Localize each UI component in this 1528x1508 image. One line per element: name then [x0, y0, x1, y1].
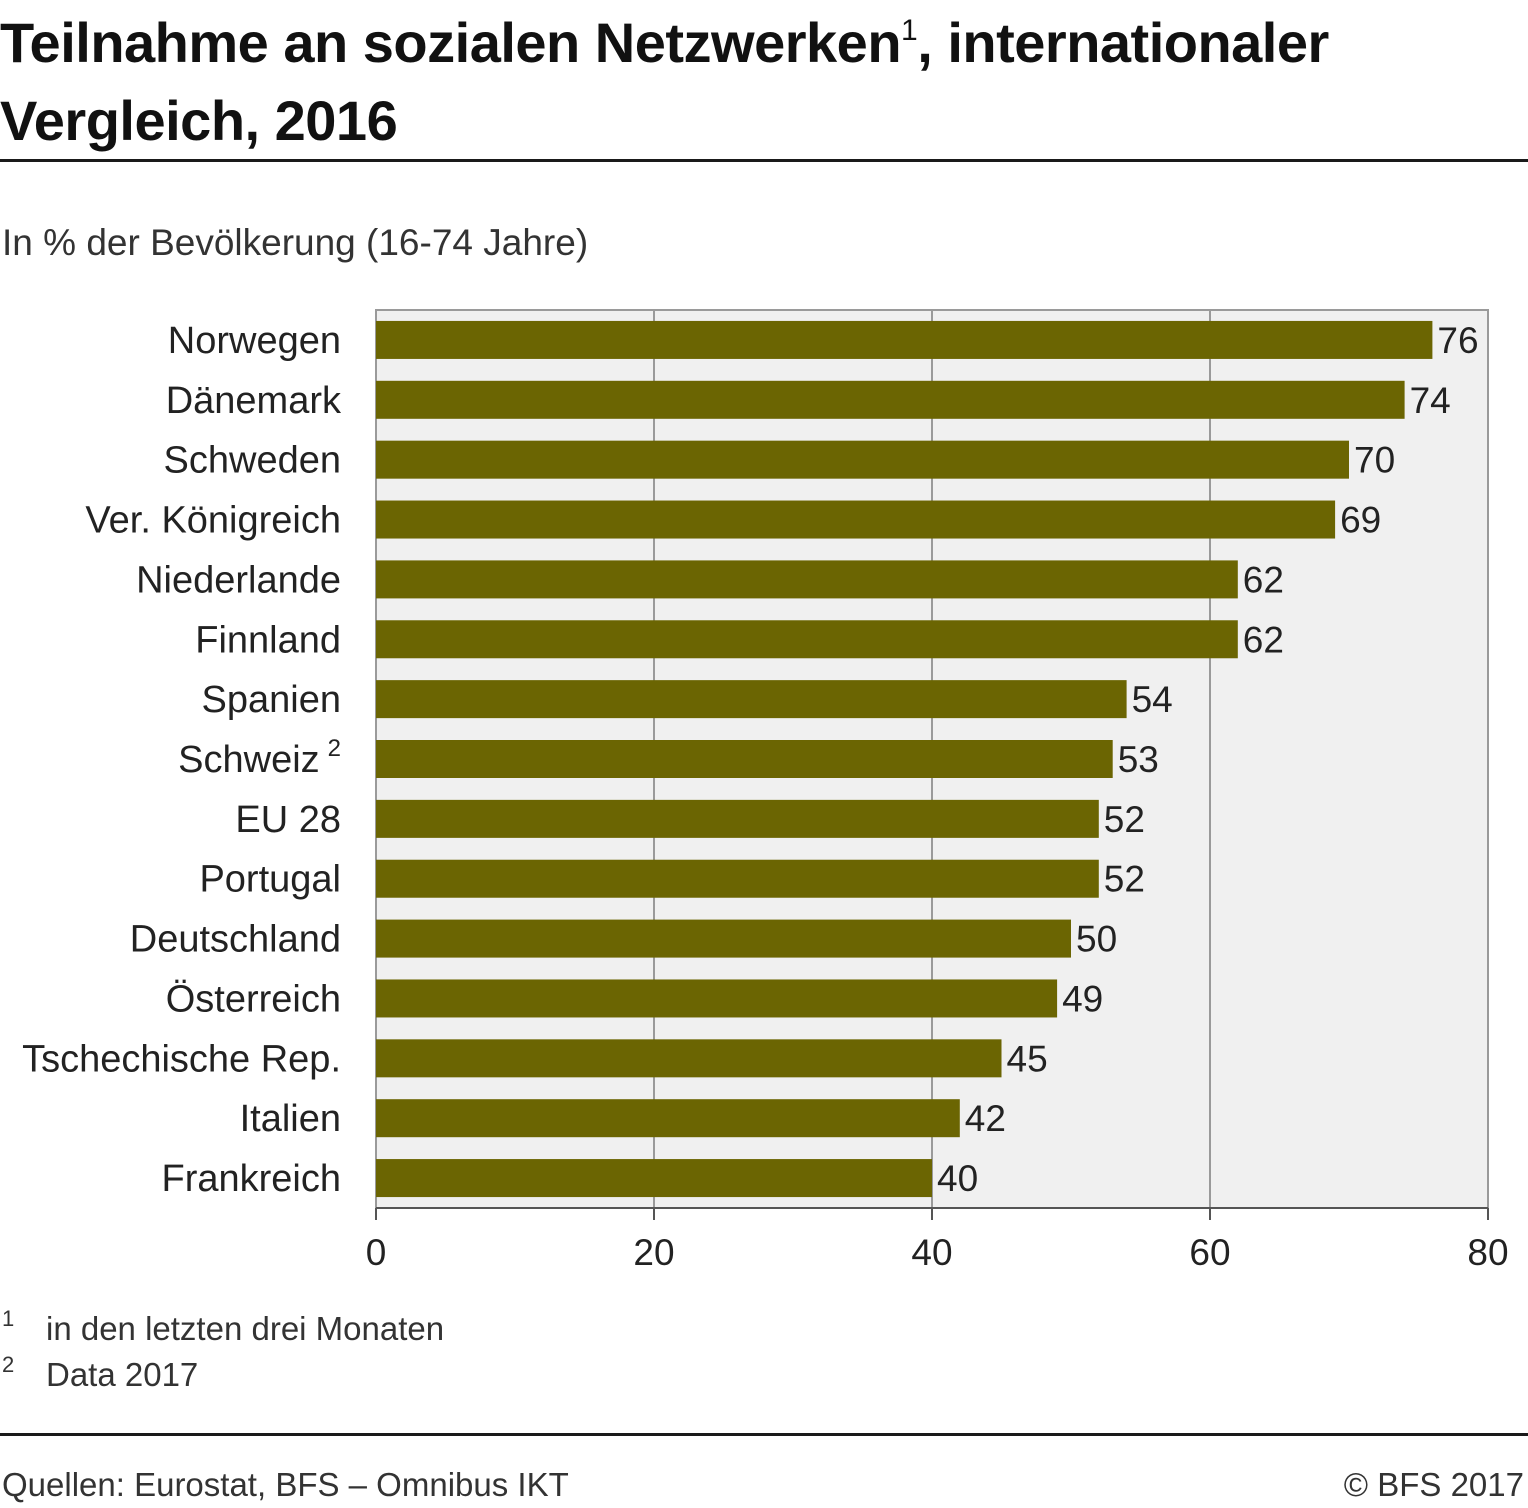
bar	[376, 560, 1238, 599]
footnote-1-text: in den letzten drei Monaten	[46, 1310, 445, 1347]
x-tick-label: 0	[366, 1232, 387, 1273]
bar-chart: 0 20 40 60 80 76 Norwegen 74 Dänemark 70 Schweden 6…	[22, 309, 1509, 1273]
bar-value-label: 52	[1104, 859, 1145, 900]
footnote-2-mark: 2	[2, 1352, 15, 1377]
bar	[376, 1039, 1002, 1078]
bar	[376, 380, 1405, 419]
chart-title: Teilnahme an sozialen Netzwerken1, inter…	[0, 4, 1520, 160]
category-label: Italien	[240, 1098, 341, 1140]
category-label: Schweden	[164, 440, 341, 482]
bar	[376, 440, 1349, 479]
title-line2: Vergleich, 2016	[0, 89, 398, 152]
bar-value-label: 76	[1437, 320, 1478, 361]
bar	[376, 859, 1099, 898]
bar	[376, 1159, 932, 1198]
chart-subtitle: In % der Bevölkerung (16-74 Jahre)	[2, 222, 589, 263]
bar-value-label: 45	[1007, 1038, 1048, 1079]
copyright: © BFS 2017	[1343, 1466, 1524, 1503]
bar	[376, 620, 1238, 659]
bar-value-label: 74	[1410, 380, 1451, 421]
footnote-2: 2 Data 2017	[2, 1352, 198, 1394]
title-rest: , internationaler	[917, 11, 1329, 74]
bar-value-label: 52	[1104, 799, 1145, 840]
category-label: Spanien	[202, 679, 341, 721]
source-note: Quellen: Eurostat, BFS – Omnibus IKT	[2, 1466, 569, 1503]
footnote-1-mark: 1	[2, 1306, 15, 1331]
bar	[376, 799, 1099, 838]
category-label: EU 28	[235, 799, 341, 841]
category-label: Ver. Königreich	[85, 500, 341, 542]
title-footnote-mark: 1	[901, 14, 918, 47]
category-label: Österreich	[166, 978, 341, 1020]
bar	[376, 320, 1433, 359]
category-label: Frankreich	[162, 1158, 342, 1200]
footnote-1: 1 in den letzten drei Monaten	[2, 1306, 444, 1348]
x-tick-label: 80	[1467, 1232, 1508, 1273]
bar-value-label: 49	[1062, 978, 1103, 1019]
bar	[376, 680, 1127, 719]
bar	[376, 979, 1058, 1018]
bar	[376, 500, 1336, 539]
bar-value-label: 69	[1340, 500, 1381, 541]
bar	[376, 1099, 960, 1138]
bar-value-label: 42	[965, 1098, 1006, 1139]
bar	[376, 919, 1071, 958]
category-label: Finnland	[195, 619, 341, 661]
bar-value-label: 62	[1243, 619, 1284, 660]
category-label: Tschechische Rep.	[22, 1038, 341, 1080]
x-tick-label: 60	[1189, 1232, 1230, 1273]
bar-value-label: 70	[1354, 440, 1395, 481]
bar-value-label: 54	[1132, 679, 1173, 720]
title-divider	[0, 159, 1528, 162]
footnote-2-text: Data 2017	[46, 1356, 199, 1393]
category-label: Dänemark	[166, 380, 342, 422]
title-main: Teilnahme an sozialen Netzwerken	[0, 11, 902, 74]
x-tick-label: 20	[633, 1232, 674, 1273]
category-label: Portugal	[199, 859, 341, 901]
category-label: Deutschland	[130, 919, 341, 961]
bar-value-label: 40	[937, 1158, 978, 1199]
footer-divider	[0, 1433, 1528, 1436]
bar-value-label: 62	[1243, 559, 1284, 600]
x-tick-label: 40	[911, 1232, 952, 1273]
category-label: Niederlande	[136, 559, 341, 601]
bar	[376, 740, 1113, 778]
bar-value-label: 50	[1076, 919, 1117, 960]
bar-value-label: 53	[1118, 739, 1159, 780]
category-label: Norwegen	[168, 320, 341, 362]
category-label: Schweiz 2	[178, 735, 341, 781]
